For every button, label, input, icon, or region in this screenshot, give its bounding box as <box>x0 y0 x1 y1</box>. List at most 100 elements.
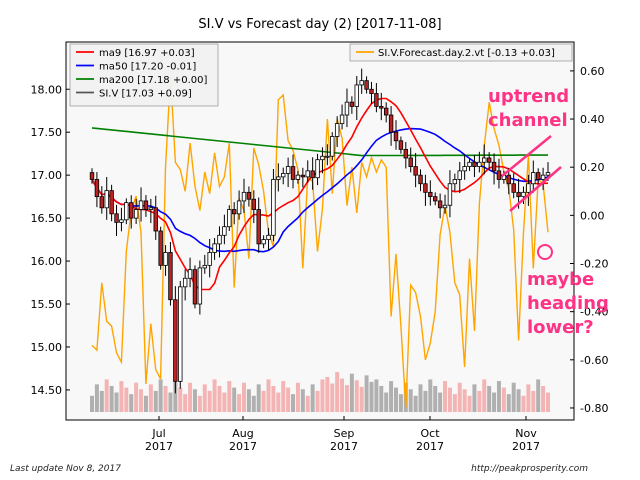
candle-body <box>212 243 217 253</box>
volume-bar <box>447 387 452 412</box>
candle-body <box>99 196 105 209</box>
axes: 14.50 15.00 15.50 16.00 16.50 17.00 17.50 18.00… <box>31 65 609 453</box>
candle-body <box>472 161 477 167</box>
candle-body <box>545 172 551 176</box>
candle-body <box>521 191 526 198</box>
candle-body <box>182 277 188 288</box>
volume-bar <box>192 389 197 412</box>
annotation-heading-lower: lower? <box>527 317 594 338</box>
volume-bar <box>143 395 148 412</box>
volume-bar <box>148 384 153 412</box>
volume-bar <box>168 392 173 412</box>
source-url: http://peakprosperity.com <box>471 464 588 474</box>
volume-bar <box>472 384 477 412</box>
volume-bar <box>291 394 296 412</box>
volume-bar <box>300 389 305 412</box>
x-tick-year: 2017 <box>229 440 257 453</box>
annotation-uptrend-channel: uptrend <box>488 86 569 107</box>
volume-bar <box>457 382 462 412</box>
candle-body <box>388 114 394 133</box>
candle-body <box>496 170 502 180</box>
candle-body <box>403 148 409 159</box>
volume-bar <box>242 382 246 412</box>
volume-bar <box>212 379 217 412</box>
volume-bar <box>178 387 183 412</box>
candle-body <box>266 234 271 240</box>
y-right-tick-label: -0.40 <box>580 306 608 319</box>
x-tick-year: 2017 <box>330 440 358 453</box>
volume-bar <box>438 392 443 412</box>
candle-body <box>153 207 158 232</box>
volume-bar <box>354 380 359 412</box>
volume-bar <box>281 381 286 412</box>
candle-body <box>236 200 242 215</box>
candle-body <box>187 269 193 279</box>
volume-bar <box>222 392 227 412</box>
volume-bar <box>139 389 144 412</box>
y-left-tick-label: 16.00 <box>31 255 63 268</box>
volume-bar <box>335 372 340 412</box>
volume-bar <box>413 395 418 412</box>
candle-body <box>197 267 203 305</box>
volume-bar <box>295 382 300 412</box>
last-update-note: Last update Nov 8, 2017 <box>10 464 121 474</box>
candle-body <box>148 207 154 210</box>
candle-body <box>320 155 325 161</box>
candle-body <box>300 174 306 178</box>
legend-entry-label: SI.V [17.03 +0.09] <box>99 89 192 100</box>
volume-bar <box>261 390 266 412</box>
candle-body <box>281 173 286 178</box>
x-tick-month: Sep <box>334 427 355 440</box>
x-tick-month: Jul <box>151 427 165 440</box>
volume-bar <box>364 375 369 412</box>
candle-body <box>114 213 119 223</box>
candle-body <box>398 140 404 150</box>
candle-body <box>231 209 237 215</box>
candle-body <box>192 269 198 305</box>
volume-bar <box>129 394 134 412</box>
volume-bar <box>521 395 526 412</box>
y-left-tick-label: 15.00 <box>31 341 63 354</box>
volume-bar <box>526 384 531 412</box>
candle-body <box>379 106 384 109</box>
y-right-tick-label: -0.20 <box>580 258 608 271</box>
volume-bar <box>310 384 315 412</box>
volume-bar <box>246 389 251 412</box>
candle-body <box>143 200 149 210</box>
candle-body <box>271 179 276 236</box>
candle-body <box>246 191 252 200</box>
y-left-tick-label: 16.50 <box>31 212 63 225</box>
volume-bar <box>340 378 345 412</box>
moving-averages <box>91 97 549 291</box>
volume-bar <box>227 381 232 412</box>
volume-bar <box>423 390 428 412</box>
volume-bar <box>207 390 212 412</box>
volume-bar <box>197 395 202 412</box>
y-right-tick-label: 0.60 <box>580 65 605 78</box>
y-left-tick-label: 18.00 <box>31 83 63 96</box>
candle-body <box>295 174 301 180</box>
volume-bar <box>183 394 188 412</box>
volume-bar <box>349 373 354 412</box>
volume-bar <box>467 395 472 412</box>
candle-body <box>207 252 212 266</box>
volume-bar <box>202 384 207 412</box>
legend-entry-label: ma9 [16.97 +0.03] <box>99 48 195 59</box>
volume-bar <box>271 385 276 412</box>
candle-body <box>89 172 95 180</box>
chart-title: SI.V vs Forecast day (2) [2017-11-08] <box>198 17 441 32</box>
candle-body <box>222 226 227 236</box>
candlesticks <box>89 68 551 394</box>
volume-bar <box>330 383 335 412</box>
volume-bar <box>359 386 364 412</box>
volume-bar <box>158 379 163 412</box>
volume-bar <box>325 376 330 412</box>
volume-bar <box>232 387 237 412</box>
legend-right-box <box>349 43 573 62</box>
candle-body <box>428 191 433 198</box>
legend-entry-label: SI.V.Forecast.day.2.vt [-0.13 +0.03] <box>378 48 555 59</box>
candle-body <box>276 176 281 180</box>
candle-body <box>241 191 247 202</box>
volume-bar <box>256 384 261 412</box>
volume-bar <box>134 382 139 412</box>
